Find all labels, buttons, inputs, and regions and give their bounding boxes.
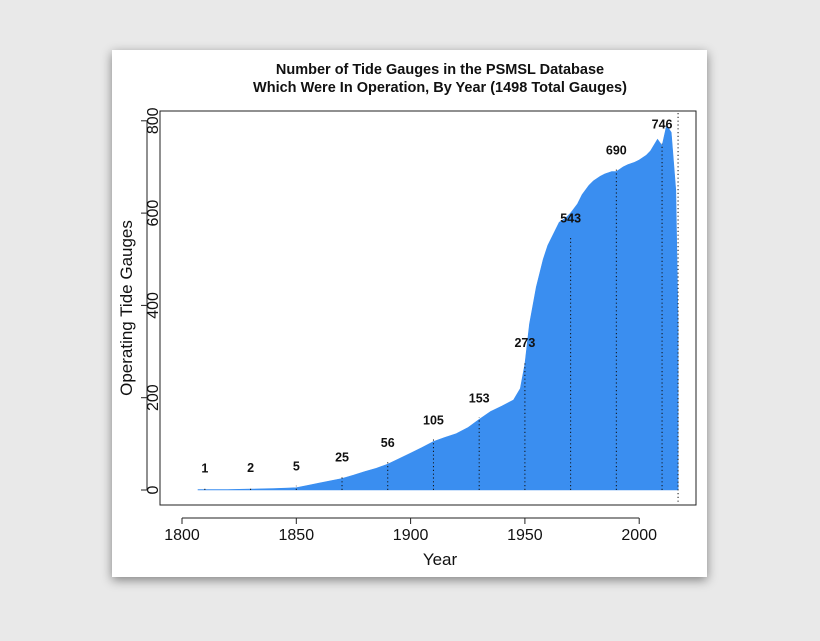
x-tick-label-2000: 2000 (621, 527, 657, 544)
data-label-56: 56 (381, 436, 395, 450)
y-tick-label-200: 200 (145, 384, 162, 411)
x-axis-label: Year (423, 550, 458, 569)
data-label-543: 543 (560, 211, 581, 225)
chart-title: Number of Tide Gauges in the PSMSL Datab… (276, 62, 604, 78)
plot-frame (159, 110, 697, 506)
y-tick-label-800: 800 (145, 107, 162, 134)
data-label-746: 746 (652, 118, 673, 132)
data-label-2: 2 (247, 461, 254, 475)
data-label-1: 1 (201, 462, 208, 476)
x-tick-label-1850: 1850 (279, 527, 315, 544)
data-label-5: 5 (293, 460, 300, 474)
area-series-0 (197, 124, 679, 491)
chart-subtitle: Which Were In Operation, By Year (1498 T… (253, 80, 627, 96)
data-label-105: 105 (423, 414, 444, 428)
y-tick-label-600: 600 (145, 200, 162, 227)
data-label-153: 153 (469, 391, 490, 405)
x-tick-label-1800: 1800 (164, 527, 200, 544)
y-tick-label-0: 0 (145, 485, 162, 494)
tide-gauge-chart: Number of Tide Gauges in the PSMSL Datab… (117, 62, 697, 569)
data-label-690: 690 (606, 144, 627, 158)
x-tick-label-1950: 1950 (507, 527, 543, 544)
chart-card: Number of Tide Gauges in the PSMSL Datab… (112, 50, 707, 577)
y-axis-label: Operating Tide Gauges (117, 220, 136, 396)
x-tick-label-1900: 1900 (393, 527, 429, 544)
data-label-273: 273 (514, 336, 535, 350)
data-label-25: 25 (335, 450, 349, 464)
y-tick-label-400: 400 (145, 292, 162, 319)
